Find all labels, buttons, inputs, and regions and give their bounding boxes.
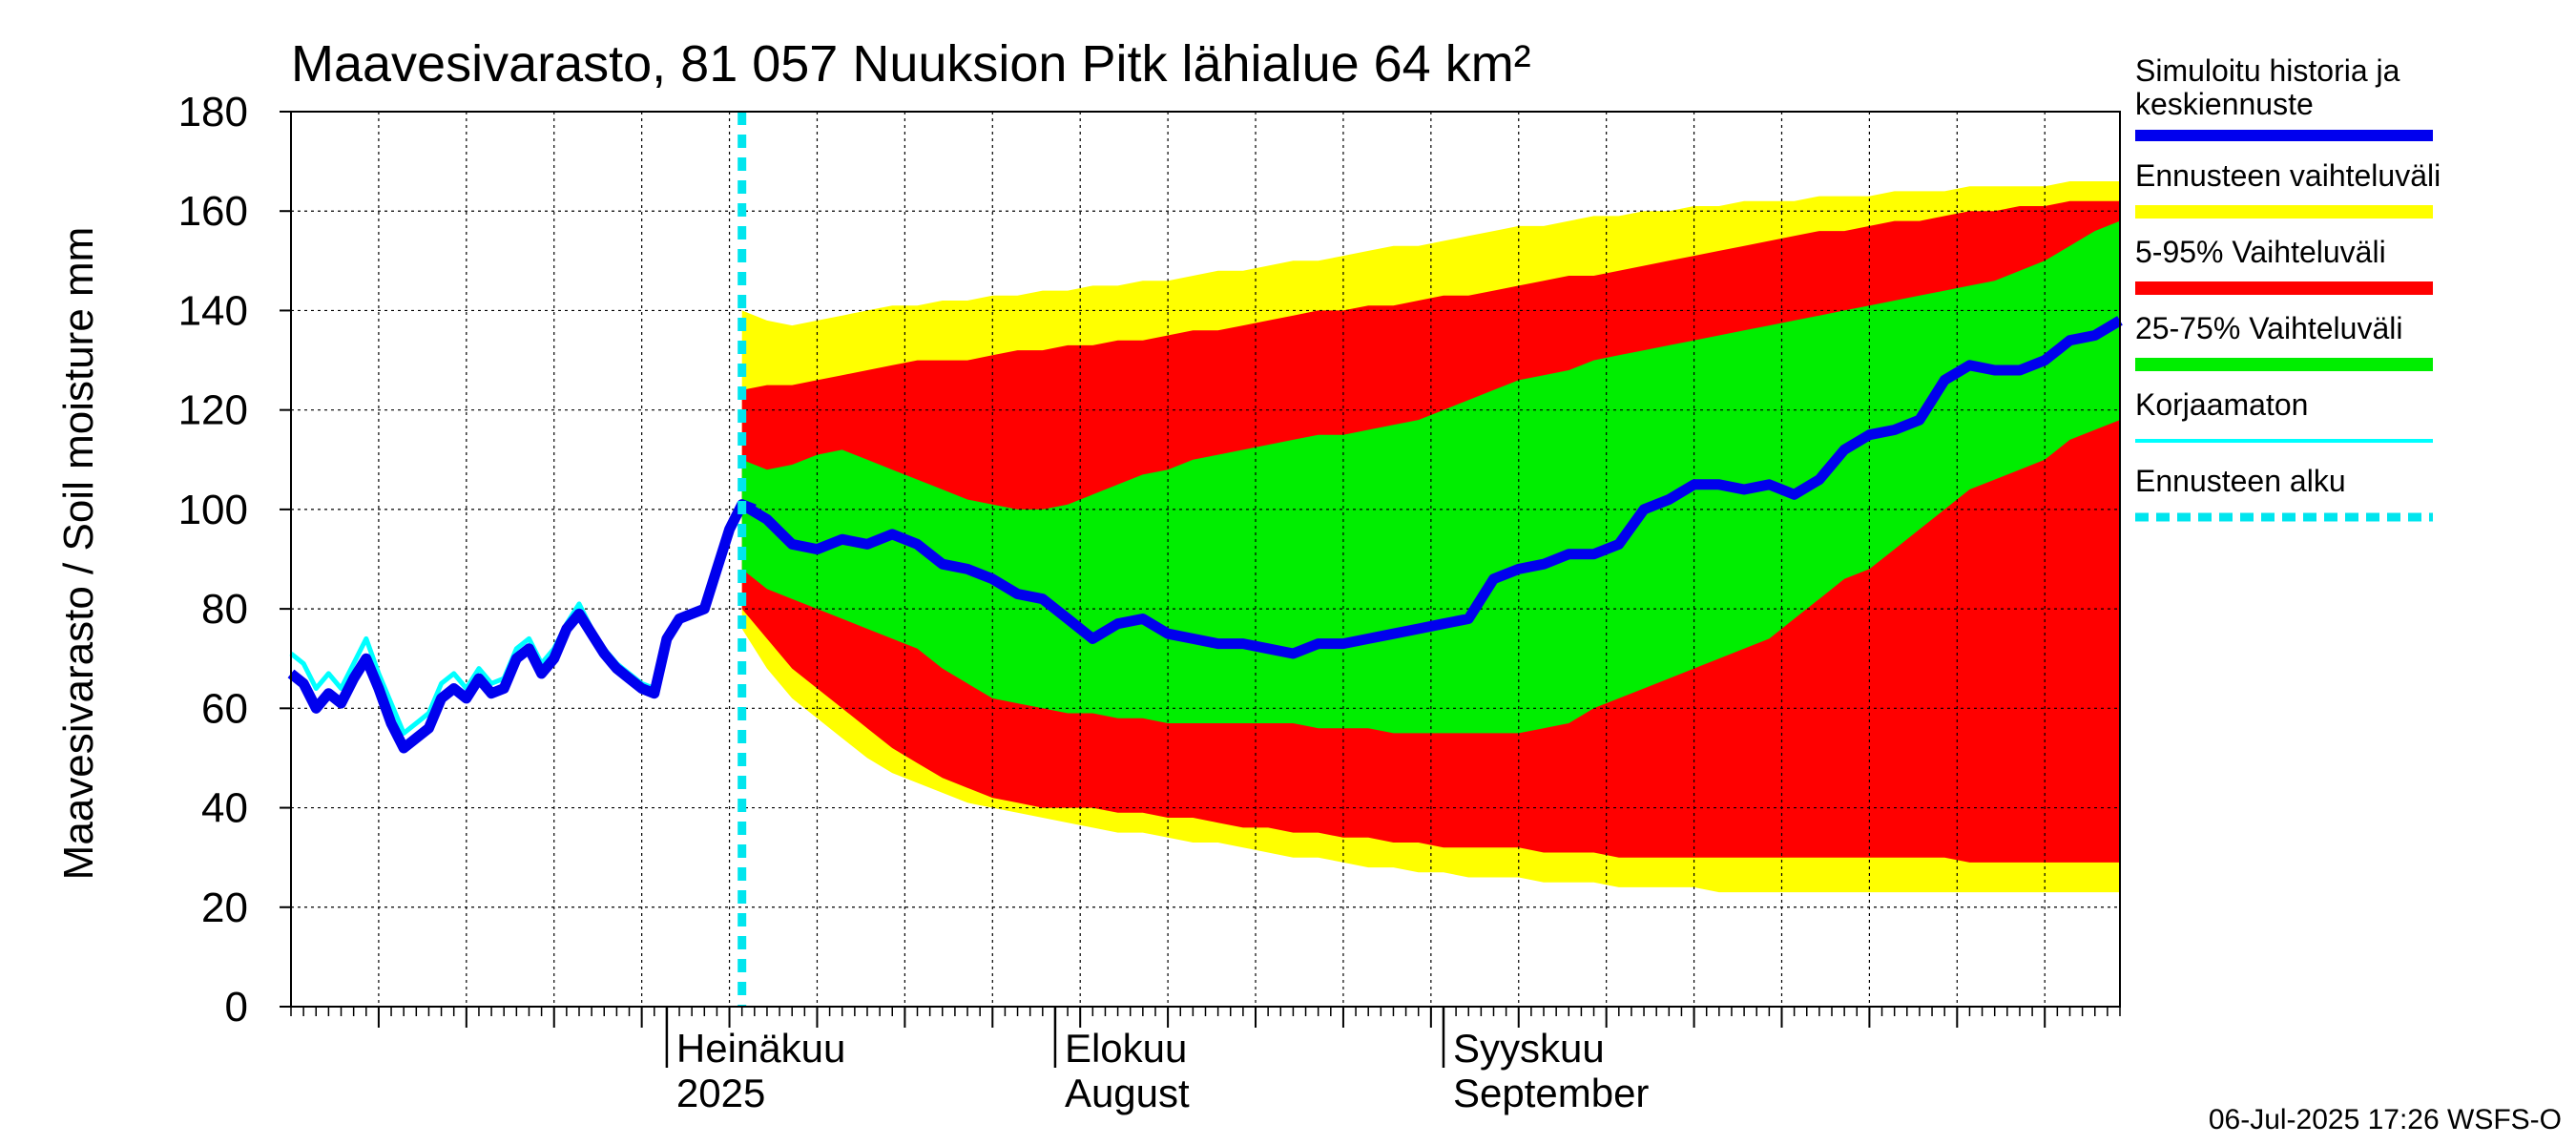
grid-lines xyxy=(291,112,2120,1007)
month-label-61: Elokuu xyxy=(1065,1026,1187,1071)
y-tick-labels: 0 20 40 60 80 100 120 140 160 180 xyxy=(178,89,248,1030)
y-tick-label-40: 40 xyxy=(201,785,248,832)
series-lines xyxy=(287,112,2123,1007)
forecast-bands xyxy=(741,181,2121,893)
y-tick-label-100: 100 xyxy=(178,487,248,533)
month-sublabel-30: 2025 xyxy=(676,1071,765,1115)
y-tick-label-20: 20 xyxy=(201,885,248,931)
y-tick-label-80: 80 xyxy=(201,586,248,633)
y-axis-label: Maavesivarasto / Soil moisture mm xyxy=(55,227,102,881)
footer-timestamp: 06-Jul-2025 17:26 WSFS-O xyxy=(2209,1104,2562,1135)
legend-label-4: Korjaamaton xyxy=(2135,387,2308,422)
y-tick-label-140: 140 xyxy=(178,287,248,334)
legend-label-0-line2: keskiennuste xyxy=(2135,87,2314,121)
month-label-92: Syyskuu xyxy=(1453,1026,1605,1071)
axes xyxy=(280,111,2121,1068)
legend-label-0-line1: Simuloitu historia ja xyxy=(2135,53,2400,88)
y-tick-label-0: 0 xyxy=(225,984,248,1030)
y-tick-label-160: 160 xyxy=(178,188,248,235)
month-sublabel-92: September xyxy=(1453,1071,1649,1115)
legend-label-1: Ennusteen vaihteluväli xyxy=(2135,158,2441,193)
legend-label-2: 5-95% Vaihteluväli xyxy=(2135,235,2386,269)
legend-label-3: 25-75% Vaihteluväli xyxy=(2135,311,2402,345)
band-25-75 xyxy=(741,220,2121,734)
simulated-history-line xyxy=(287,499,757,754)
y-tick-label-120: 120 xyxy=(178,387,248,434)
month-label-30: Heinäkuu xyxy=(676,1026,845,1071)
legend-label-5: Ennusteen alku xyxy=(2135,464,2346,498)
forecast-median-line xyxy=(738,316,2123,659)
y-tick-label-60: 60 xyxy=(201,685,248,732)
y-tick-label-180: 180 xyxy=(178,89,248,135)
chart-title: Maavesivarasto, 81 057 Nuuksion Pitk läh… xyxy=(291,35,1531,93)
month-sublabel-61: August xyxy=(1065,1071,1190,1115)
